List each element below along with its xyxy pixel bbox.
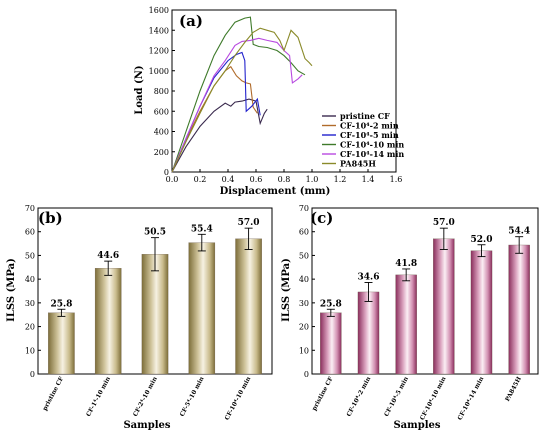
panel-b-xlabel: Samples (123, 420, 170, 431)
panel-a-series-line-0 (171, 98, 268, 173)
panel-a-legend-label-5: PA845H (340, 159, 376, 169)
panel-b-value-label-4: 57.0 (238, 218, 260, 228)
panel-c-bar-5 (508, 244, 530, 375)
panel-b-category-label-1: CF-1⁴-10 min (85, 375, 112, 418)
panel-b-ytick-label-0: 0 (30, 370, 35, 379)
panel-c-bar-2 (395, 274, 417, 375)
panel-a-xtick-label-4: 0.8 (278, 175, 291, 184)
panel-a-xtick-label-8: 1.6 (390, 175, 403, 184)
panel-c-ytick-label-1: 10 (299, 346, 309, 355)
panel-a-ytick-label-1: 200 (154, 148, 169, 157)
panel-a-legend-label-4: CF-10⁴-14 min (340, 149, 404, 159)
panel-b-ylabel: ILSS (MPa) (6, 258, 17, 322)
panel-c-value-label-2: 41.8 (395, 259, 417, 269)
panel-a-series-line-3 (171, 16, 306, 173)
panel-b-bar-2 (141, 254, 169, 375)
panel-a-ytick-label-8: 1600 (149, 6, 169, 15)
panel-c-ytick-label-2: 20 (299, 323, 309, 332)
panel-a-legend-label-2: CF-10⁴-5 min (340, 130, 399, 140)
panel-a-series-line-4 (171, 37, 303, 173)
panel-a-xtick-label-0: 0.0 (166, 175, 179, 184)
panel-c-value-label-1: 34.6 (358, 272, 380, 282)
panel-a-xlabel: Displacement (mm) (220, 186, 331, 197)
panel-a-series-line-2 (171, 51, 261, 173)
panel-b-ytick-label-3: 30 (25, 299, 35, 308)
panel-c-category-label-3: CF-10⁴-10 min (419, 375, 448, 421)
panel-b-value-label-3: 55.4 (191, 224, 213, 234)
panel-c-bar-0 (320, 312, 342, 375)
panel-c-bar-chart: 0 10 20 30 40 50 60 70 25.8 pristine CF 34.6 CF-10… (281, 204, 539, 431)
panel-b-ytick-label-1: 10 (25, 346, 35, 355)
panel-a-xtick-label-3: 0.6 (250, 175, 263, 184)
panel-c-value-label-5: 54.4 (508, 227, 530, 237)
panel-b-bar-1 (94, 268, 122, 375)
panel-a-label: (a) (179, 12, 203, 30)
panel-c-category-label-4: CF-10⁴-14 min (456, 375, 485, 421)
panel-a-ytick-label-3: 600 (154, 107, 169, 116)
panel-a-ytick-label-5: 1000 (149, 67, 169, 76)
panel-b-bar-0 (48, 312, 75, 375)
panel-a-ytick-label-6: 1200 (149, 47, 169, 56)
panel-a-series-line-5 (171, 27, 313, 173)
panel-a-legend-label-0: pristine CF (340, 111, 390, 121)
panel-a-series-line-1 (171, 65, 258, 173)
panel-c-ylabel: ILSS (MPa) (281, 258, 292, 322)
panel-b-value-label-2: 50.5 (144, 228, 166, 238)
panel-b-bar-4 (235, 238, 262, 375)
panel-b-category-label-4: CF-10⁴-10 min (224, 375, 253, 421)
panel-c-value-label-4: 52.0 (471, 235, 493, 245)
panel-a-ytick-label-2: 400 (154, 128, 169, 137)
panel-c-category-label-5: PA845H (504, 375, 523, 402)
panel-b-value-label-1: 44.6 (97, 251, 119, 261)
panel-a-xtick-label-2: 0.4 (222, 175, 235, 184)
panel-c-xlabel: Samples (393, 420, 440, 431)
panel-c-ytick-label-0: 0 (304, 370, 309, 379)
panel-b-value-label-0: 25.8 (50, 299, 72, 309)
panel-a-legend-label-3: CF-10⁴-10 min (340, 140, 404, 150)
panel-c-category-label-1: CF-10⁴-2 min (345, 375, 372, 418)
panel-c-ytick-label-3: 30 (299, 299, 309, 308)
panel-c-ytick-label-7: 70 (299, 204, 309, 213)
panel-c-bar-1 (357, 291, 380, 375)
panel-a-legend-label-1: CF-10⁴-2 min (340, 121, 399, 131)
panel-c-frame (311, 207, 539, 375)
panel-a-xtick-label-6: 1.2 (334, 175, 347, 184)
panel-b-label: (b) (38, 209, 63, 227)
panel-b-category-label-2: CF-2⁴-10 min (132, 375, 159, 418)
panel-a-xtick-label-1: 0.2 (194, 175, 207, 184)
panel-b-bar-chart: 0 10 20 30 40 50 60 70 25.8 pristine CF 44.6 CF-1⁴… (6, 204, 273, 431)
panel-c-ytick-label-5: 50 (299, 251, 309, 260)
panel-c-bar-3 (433, 238, 455, 375)
panel-a-line-chart: 0.0 0.2 0.4 0.6 0.8 1.0 1.2 1.4 1.6 0 200 400 600 800… (134, 6, 404, 197)
panel-b-ytick-label-2: 20 (25, 323, 35, 332)
panel-b-category-label-0: pristine CF (41, 375, 65, 412)
panel-a-xtick-label-5: 1.0 (306, 175, 319, 184)
panel-c-bar-4 (470, 250, 493, 375)
panel-b-ytick-label-7: 70 (25, 204, 35, 213)
panel-c-value-label-0: 25.8 (320, 299, 342, 309)
panel-a-ytick-label-0: 0 (164, 168, 169, 177)
panel-b-ytick-label-5: 50 (25, 251, 35, 260)
panel-a-xtick-label-7: 1.4 (362, 175, 375, 184)
panel-c-category-label-0: pristine CF (311, 375, 335, 412)
panel-a-ytick-label-7: 1400 (149, 26, 169, 35)
panel-b-ytick-label-6: 60 (25, 228, 35, 237)
panel-c-ytick-label-6: 60 (299, 228, 309, 237)
panel-c-value-label-3: 57.0 (433, 218, 455, 228)
panel-b-bar-3 (188, 242, 216, 375)
panel-c-ytick-label-4: 40 (299, 275, 309, 284)
panel-a-ytick-label-4: 800 (154, 87, 169, 96)
panel-c-label: (c) (310, 209, 333, 227)
panel-b-category-label-3: CF-5⁴-10 min (179, 375, 206, 418)
panel-b-ytick-label-4: 40 (25, 275, 35, 284)
panel-a-ylabel: Load (N) (134, 65, 145, 114)
panel-c-category-label-2: CF-10⁴-5 min (383, 375, 410, 418)
